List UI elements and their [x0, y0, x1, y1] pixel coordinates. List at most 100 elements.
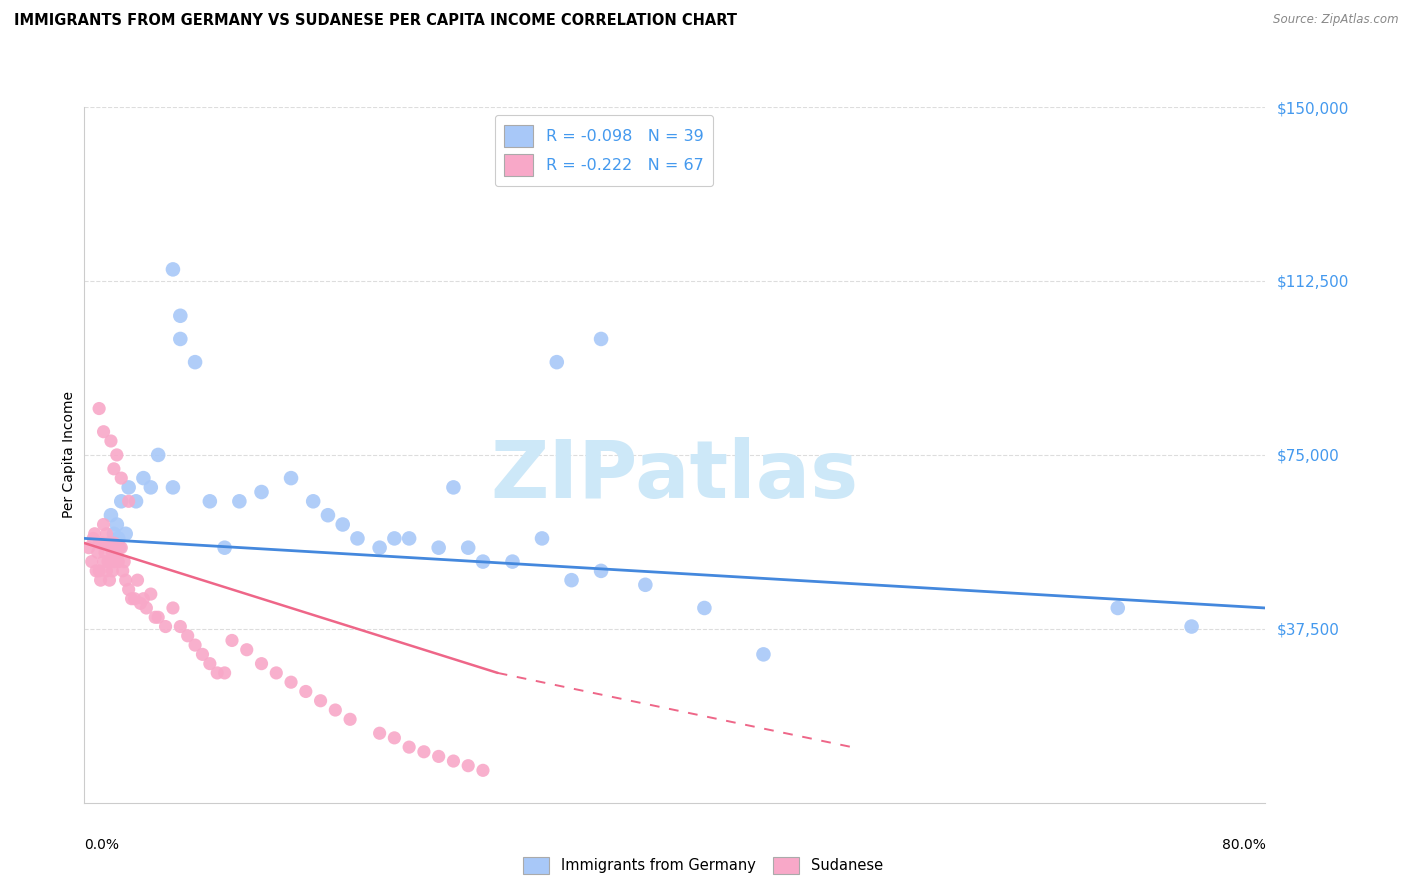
Point — [103, 536, 125, 550]
Text: Source: ZipAtlas.com: Source: ZipAtlas.com — [1274, 13, 1399, 27]
Point — [98, 536, 121, 550]
Point — [302, 494, 325, 508]
Point — [184, 355, 207, 369]
Text: IMMIGRANTS FROM GERMANY VS SUDANESE PER CAPITA INCOME CORRELATION CHART: IMMIGRANTS FROM GERMANY VS SUDANESE PER … — [14, 13, 737, 29]
Text: ZIPatlas: ZIPatlas — [491, 437, 859, 515]
Point — [560, 573, 583, 587]
Point — [228, 494, 250, 508]
Point — [87, 536, 111, 550]
Point — [87, 564, 111, 578]
Point — [93, 517, 115, 532]
Point — [93, 425, 115, 439]
Point — [309, 694, 332, 708]
Point — [111, 564, 134, 578]
Point — [125, 494, 148, 508]
Point — [332, 517, 354, 532]
Point — [103, 555, 125, 569]
Point — [693, 601, 716, 615]
Point — [184, 638, 207, 652]
Point — [100, 434, 122, 448]
Point — [250, 657, 273, 671]
Legend: R = -0.098   N = 39, R = -0.222   N = 67: R = -0.098 N = 39, R = -0.222 N = 67 — [495, 115, 713, 186]
Point — [339, 712, 361, 726]
Point — [398, 740, 420, 755]
Point — [107, 555, 129, 569]
Point — [129, 596, 152, 610]
Point — [162, 601, 184, 615]
Point — [264, 665, 288, 680]
Point — [427, 749, 450, 764]
Point — [382, 731, 406, 745]
Point — [94, 545, 117, 559]
Point — [221, 633, 243, 648]
Point — [591, 332, 613, 346]
Point — [346, 532, 368, 546]
Point — [87, 401, 111, 416]
Point — [84, 564, 107, 578]
Point — [114, 526, 136, 541]
Point — [457, 758, 479, 772]
Y-axis label: Per Capita Income: Per Capita Income — [62, 392, 76, 518]
Point — [205, 665, 228, 680]
Point — [77, 541, 100, 555]
Point — [198, 494, 221, 508]
Point — [441, 754, 464, 768]
Point — [214, 665, 236, 680]
Point — [83, 526, 105, 541]
Point — [86, 545, 108, 559]
Point — [105, 448, 128, 462]
Point — [214, 541, 236, 555]
Point — [472, 555, 495, 569]
Point — [127, 573, 149, 587]
Point — [101, 564, 124, 578]
Point — [382, 532, 406, 546]
Point — [139, 480, 162, 494]
Text: 0.0%: 0.0% — [84, 838, 120, 852]
Point — [441, 480, 464, 494]
Point — [177, 629, 200, 643]
Point — [139, 587, 162, 601]
Point — [124, 591, 146, 606]
Point — [634, 578, 657, 592]
Point — [191, 648, 214, 662]
Point — [368, 726, 391, 740]
Point — [90, 573, 112, 587]
Point — [132, 591, 155, 606]
Point — [280, 471, 302, 485]
Point — [108, 541, 131, 555]
Point — [148, 610, 170, 624]
Point — [103, 526, 125, 541]
Point — [280, 675, 302, 690]
Point — [110, 494, 132, 508]
Point — [169, 619, 191, 633]
Point — [143, 610, 166, 624]
Point — [135, 601, 157, 615]
Point — [427, 541, 450, 555]
Point — [107, 532, 129, 546]
Point — [96, 564, 118, 578]
Point — [591, 564, 613, 578]
Point — [162, 262, 184, 277]
Point — [235, 642, 259, 657]
Legend: Immigrants from Germany, Sudanese: Immigrants from Germany, Sudanese — [517, 851, 889, 880]
Point — [501, 555, 523, 569]
Point — [752, 648, 775, 662]
Text: 80.0%: 80.0% — [1222, 838, 1265, 852]
Point — [169, 332, 191, 346]
Point — [132, 471, 155, 485]
Point — [100, 536, 122, 550]
Point — [472, 764, 495, 778]
Point — [110, 541, 132, 555]
Point — [398, 532, 420, 546]
Point — [97, 555, 120, 569]
Point — [96, 526, 118, 541]
Point — [91, 536, 114, 550]
Point — [530, 532, 553, 546]
Point — [155, 619, 177, 633]
Point — [82, 532, 104, 546]
Point — [118, 582, 141, 597]
Point — [162, 480, 184, 494]
Point — [98, 573, 121, 587]
Point — [198, 657, 221, 671]
Point — [323, 703, 347, 717]
